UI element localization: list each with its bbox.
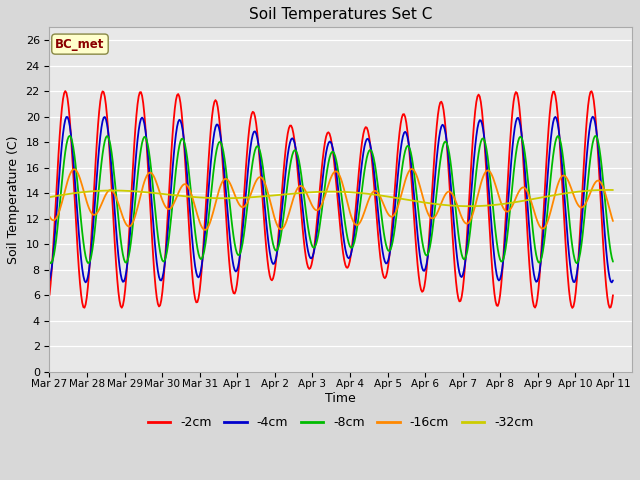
-8cm [319,200,326,206]
Line: -4cm: -4cm [49,117,613,282]
-2cm [382,274,390,279]
-16cm [609,218,617,224]
-4cm [45,277,53,283]
-2cm [45,292,53,298]
-32cm [351,190,358,195]
-8cm [509,170,517,176]
-8cm [598,164,605,169]
Text: BC_met: BC_met [55,37,105,50]
-16cm [509,200,517,206]
Line: -2cm: -2cm [49,91,613,308]
-8cm [353,228,360,233]
-32cm [45,194,53,200]
-4cm [608,279,616,285]
Title: Soil Temperatures Set C: Soil Temperatures Set C [249,7,432,22]
-16cm [318,202,326,208]
Line: -8cm: -8cm [49,136,613,263]
-16cm [351,222,359,228]
X-axis label: Time: Time [325,392,356,405]
-4cm [508,157,515,163]
-8cm [47,260,54,266]
-32cm [466,204,474,209]
-4cm [351,231,358,237]
-16cm [314,207,322,213]
-32cm [596,187,604,193]
-8cm [45,259,53,264]
-32cm [609,187,617,193]
-2cm [568,305,576,311]
-16cm [598,181,605,187]
-4cm [313,228,321,234]
-2cm [609,292,617,298]
-4cm [609,277,617,283]
-4cm [317,197,324,203]
-4cm [596,173,604,179]
-32cm [509,200,516,205]
-8cm [316,226,323,231]
-32cm [604,187,611,193]
-2cm [314,204,322,210]
Line: -16cm: -16cm [49,169,613,230]
-16cm [408,166,416,172]
-2cm [598,216,605,221]
-2cm [509,108,516,114]
Line: -32cm: -32cm [49,190,613,206]
-16cm [382,207,390,213]
-4cm [381,259,388,264]
-8cm [66,133,74,139]
-16cm [45,214,53,219]
Legend: -2cm, -4cm, -8cm, -16cm, -32cm: -2cm, -4cm, -8cm, -16cm, -32cm [143,411,538,434]
-8cm [609,259,617,264]
-2cm [351,208,359,214]
-16cm [202,227,209,233]
-8cm [383,246,391,252]
-4cm [589,114,596,120]
-32cm [381,193,388,199]
-32cm [313,189,321,195]
-2cm [61,88,69,94]
-32cm [317,189,324,195]
Y-axis label: Soil Temperature (C): Soil Temperature (C) [7,135,20,264]
-2cm [318,167,326,173]
